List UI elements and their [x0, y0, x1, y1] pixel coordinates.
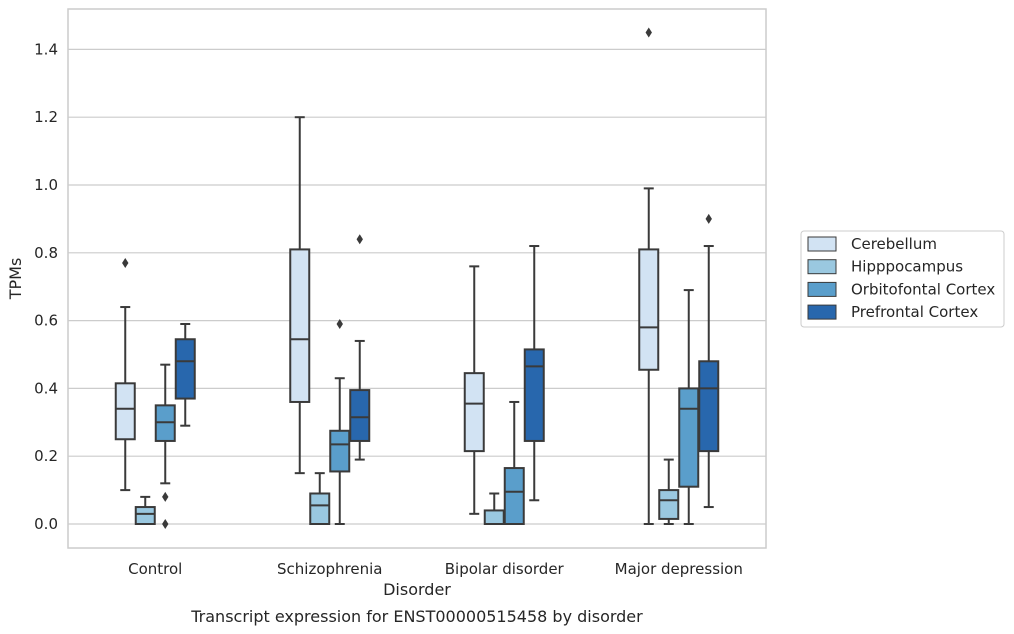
- x-axis-title: Disorder: [383, 580, 451, 599]
- legend: Cerebellum Hipppocampus Orbitofontal Corte…: [800, 230, 1005, 328]
- box-hipppocampus: [309, 472, 331, 525]
- box-orbitofontal-cortex: [503, 400, 525, 526]
- box-hipppocampus: [658, 458, 680, 525]
- box-iqr: [174, 338, 196, 400]
- legend-swatch: [807, 304, 837, 320]
- y-tick-label: 0.6: [34, 312, 58, 330]
- box-prefrontal-cortex: [349, 234, 371, 461]
- plot-frame: [67, 8, 767, 549]
- outlier-point: [162, 491, 169, 502]
- outlier-point: [356, 234, 363, 245]
- y-tick-label: 1.2: [34, 108, 58, 126]
- x-tick-label: Bipolar disorder: [445, 560, 565, 578]
- box-iqr: [523, 348, 545, 442]
- box-iqr: [483, 509, 505, 526]
- x-tick-label: Schizophrenia: [277, 560, 382, 578]
- box-prefrontal-cortex: [698, 213, 720, 509]
- legend-label: Cerebellum: [851, 235, 937, 253]
- box-iqr: [349, 389, 371, 442]
- legend-label: Hipppocampus: [851, 258, 963, 276]
- y-tick-label: 1.4: [34, 40, 58, 58]
- box-hipppocampus: [134, 495, 156, 525]
- legend-swatch: [807, 281, 837, 297]
- x-tick-label: Major depression: [615, 560, 743, 578]
- box-iqr: [638, 248, 660, 371]
- y-tick-label: 0.4: [34, 379, 58, 397]
- box-iqr: [503, 467, 525, 526]
- legend-label: Orbitofontal Cortex: [851, 280, 995, 298]
- y-axis-title: TPMs: [6, 258, 25, 301]
- legend-label: Prefrontal Cortex: [851, 303, 978, 321]
- y-tick-label: 0.8: [34, 244, 58, 262]
- box-groups: [114, 27, 720, 529]
- box-iqr: [329, 429, 351, 473]
- box-cerebellum: [638, 27, 660, 525]
- box-orbitofontal-cortex: [329, 318, 351, 525]
- x-tick-label: Control: [128, 560, 182, 578]
- box-prefrontal-cortex: [523, 245, 545, 502]
- outlier-point: [122, 257, 129, 268]
- y-tick-label: 0.2: [34, 447, 58, 465]
- box-iqr: [114, 382, 136, 441]
- y-tick-label: 1.0: [34, 176, 58, 194]
- outlier-point: [162, 519, 169, 529]
- legend-swatch: [807, 259, 837, 275]
- box-iqr: [309, 492, 331, 525]
- x-tick-labels: Control Schizophrenia Bipolar disorder Majo…: [128, 560, 743, 578]
- box-iqr: [463, 372, 485, 453]
- box-prefrontal-cortex: [174, 322, 196, 427]
- box-cerebellum: [114, 257, 136, 492]
- y-tick-label: 0.0: [34, 515, 58, 533]
- outlier-point: [705, 213, 712, 224]
- box-iqr: [289, 248, 311, 403]
- legend-swatch: [807, 236, 837, 252]
- chart-caption: Transcript expression for ENST0000051545…: [190, 607, 643, 626]
- plot-area-background: [68, 9, 766, 548]
- outlier-point: [336, 318, 343, 329]
- y-tick-labels: 0.0 0.2 0.4 0.6 0.8 1.0 1.2 1.4: [34, 40, 58, 533]
- box-orbitofontal-cortex: [154, 363, 176, 529]
- box-iqr: [698, 360, 720, 453]
- legend-frame: [800, 230, 1005, 328]
- box-iqr: [678, 387, 700, 488]
- outlier-point: [645, 27, 652, 38]
- box-iqr: [658, 489, 680, 520]
- box-cerebellum: [463, 265, 485, 515]
- box-iqr: [134, 506, 156, 525]
- box-cerebellum: [289, 116, 311, 475]
